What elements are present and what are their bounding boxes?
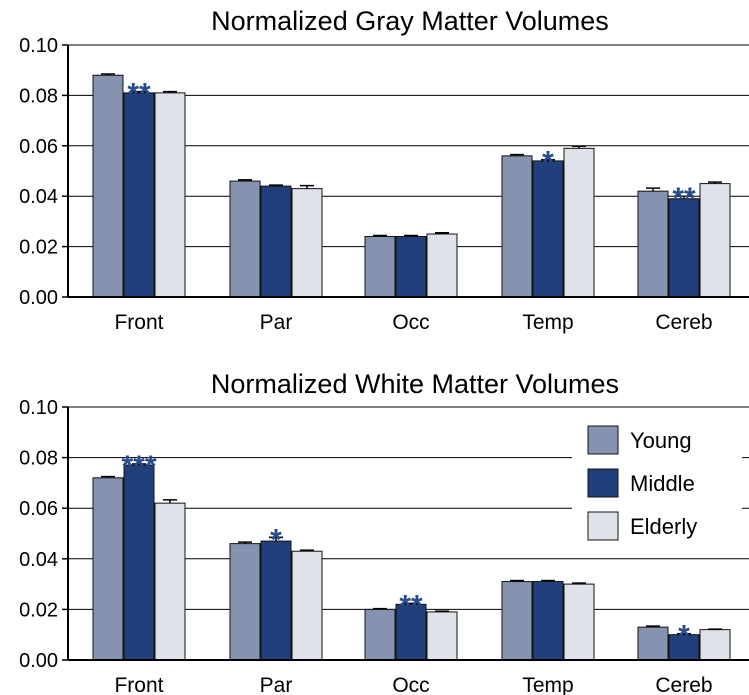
bar [699, 629, 731, 661]
bar [260, 185, 292, 298]
bar [291, 550, 323, 661]
x-tick-label: Occ [392, 674, 429, 695]
y-tick-label: 0.08 [19, 448, 58, 470]
y-tick-label: 0.08 [19, 85, 58, 107]
legend-label: Elderly [630, 514, 697, 539]
legend-label: Young [630, 428, 692, 453]
x-tick-label: Par [260, 674, 293, 695]
x-tick-label: Front [114, 674, 163, 695]
bar [501, 581, 533, 661]
significance-stars: *** [121, 450, 156, 483]
white-matter-panel: Normalized White Matter Volumes 0.00 0.02… [19, 369, 749, 695]
y-tick-label: 0.00 [19, 650, 58, 672]
legend-label: Middle [630, 471, 695, 496]
bar [92, 74, 124, 298]
y-tick-label: 0.06 [19, 136, 58, 158]
bar [92, 477, 124, 661]
y-tick-label: 0.04 [19, 186, 58, 208]
legend-swatch [587, 468, 619, 498]
x-tick-label: Temp [522, 311, 573, 334]
bar [426, 611, 458, 661]
significance-stars: ** [127, 78, 151, 111]
y-tick-label: 0.00 [19, 287, 58, 309]
significance-stars: ** [399, 589, 423, 622]
bar [637, 626, 669, 661]
x-tick-label: Occ [392, 311, 429, 334]
bar [426, 233, 458, 298]
bar [563, 147, 595, 298]
gray-matter-panel: Normalized Gray Matter Volumes 0.00 0.02 0… [19, 6, 749, 334]
bar [291, 188, 323, 298]
significance-stars: * [678, 620, 690, 653]
bar [532, 581, 564, 661]
bar [123, 464, 155, 661]
x-tick-label: Temp [522, 674, 573, 695]
bar [637, 190, 669, 298]
bar [229, 180, 261, 298]
bar [123, 92, 155, 298]
bar [563, 583, 595, 661]
significance-stars: ** [672, 182, 696, 215]
bar [229, 543, 261, 661]
x-tick-label: Cereb [655, 674, 712, 695]
bar [532, 160, 564, 298]
y-tick-label: 0.02 [19, 599, 58, 621]
y-tick-label: 0.10 [19, 35, 58, 57]
bar [699, 183, 731, 298]
y-tick-label: 0.10 [19, 397, 58, 419]
significance-stars: * [270, 523, 282, 556]
y-tick-label: 0.02 [19, 237, 58, 259]
bar [395, 236, 427, 298]
significance-stars: * [542, 146, 554, 179]
bar [364, 236, 396, 298]
x-tick-label: Cereb [655, 311, 712, 334]
y-tick-label: 0.06 [19, 498, 58, 520]
chart-title: Normalized White Matter Volumes [211, 369, 619, 399]
legend-swatch [587, 511, 619, 541]
bar [154, 502, 186, 661]
bar [501, 155, 533, 298]
x-tick-label: Par [260, 311, 293, 334]
x-tick-label: Front [114, 311, 163, 334]
bar [260, 540, 292, 661]
bar [154, 92, 186, 298]
bar [668, 634, 700, 661]
chart-title: Normalized Gray Matter Volumes [211, 6, 609, 36]
bar [364, 608, 396, 661]
bar [395, 603, 427, 661]
y-tick-label: 0.04 [19, 549, 58, 571]
legend-swatch [587, 425, 619, 455]
